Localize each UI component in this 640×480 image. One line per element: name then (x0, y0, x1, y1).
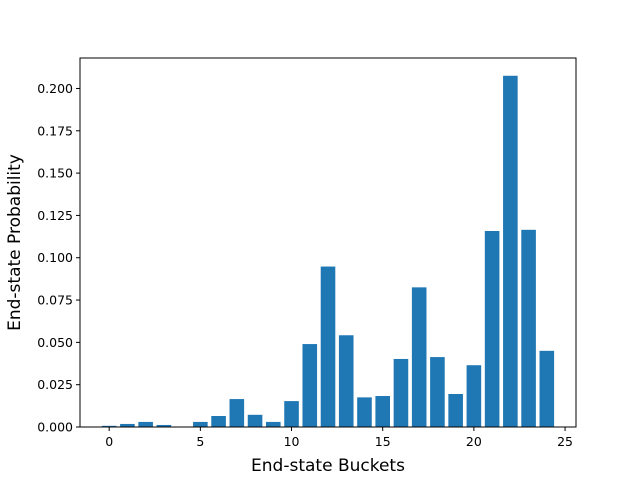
bar-5 (193, 421, 208, 427)
x-tick-label: 0 (105, 434, 113, 449)
bar-19 (448, 393, 463, 427)
y-tick-label: 0.150 (37, 166, 73, 181)
bar-6 (211, 416, 226, 427)
x-tick-label: 10 (284, 434, 300, 449)
bar-0 (101, 425, 117, 427)
bar-20 (466, 365, 482, 427)
x-tick-label: 25 (557, 434, 573, 449)
bar-9 (266, 421, 281, 427)
bar-7 (229, 399, 245, 427)
y-tick-label: 0.100 (37, 250, 73, 265)
bar-3 (156, 424, 172, 427)
bar-16 (393, 358, 409, 427)
bar-13 (338, 335, 354, 427)
y-axis-ticks: 0.000 0.025 0.050 0.075 0.100 0.125 0.150 0.175… (37, 81, 80, 435)
bar-24 (539, 350, 555, 427)
x-axis-ticks: 0 5 10 15 20 25 (105, 427, 573, 449)
y-tick-label: 0.000 (37, 420, 73, 435)
bar-12 (320, 266, 336, 427)
bar-1 (120, 423, 135, 427)
bar-22 (503, 75, 518, 428)
y-tick-label: 0.025 (37, 377, 73, 392)
x-tick-label: 15 (375, 434, 391, 449)
y-tick-label: 0.175 (37, 123, 73, 138)
y-tick-label: 0.200 (37, 81, 73, 96)
plot-frame (79, 57, 577, 428)
x-tick-label: 20 (466, 434, 482, 449)
bar-17 (411, 287, 427, 427)
y-tick-label: 0.050 (37, 335, 73, 350)
bar-18 (430, 357, 445, 427)
bar-14 (357, 397, 372, 427)
y-axis-label: End-state Probability (5, 154, 25, 331)
bar-21 (484, 230, 500, 427)
y-tick-label: 0.075 (37, 293, 73, 308)
bar-23 (521, 229, 536, 427)
y-tick-label: 0.125 (37, 208, 73, 223)
bar-15 (375, 396, 390, 427)
bar-2 (138, 421, 153, 427)
bars-group (101, 75, 555, 428)
x-tick-label: 5 (196, 434, 204, 449)
bar-11 (302, 344, 318, 427)
bar-10 (284, 401, 299, 427)
bar-8 (247, 414, 263, 427)
x-axis-label: End-state Buckets (251, 456, 405, 476)
